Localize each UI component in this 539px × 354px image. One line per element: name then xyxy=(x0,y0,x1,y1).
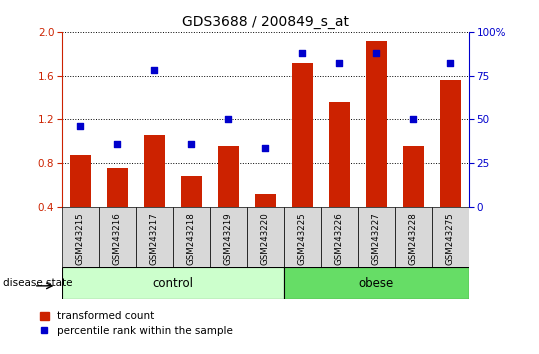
Point xyxy=(150,68,159,73)
Text: GSM243220: GSM243220 xyxy=(261,212,270,265)
Text: GSM243228: GSM243228 xyxy=(409,212,418,265)
Bar xyxy=(329,102,350,207)
Text: GSM243219: GSM243219 xyxy=(224,212,233,264)
Text: GSM243226: GSM243226 xyxy=(335,212,344,265)
Bar xyxy=(218,146,239,207)
Point xyxy=(187,141,196,147)
Bar xyxy=(247,207,284,267)
Text: obese: obese xyxy=(359,277,394,290)
Bar xyxy=(284,267,469,299)
Bar xyxy=(358,207,395,267)
Bar xyxy=(107,168,128,207)
Bar xyxy=(210,207,247,267)
Bar xyxy=(136,207,173,267)
Point xyxy=(224,117,233,122)
Point xyxy=(298,50,307,56)
Point xyxy=(113,141,122,147)
Text: control: control xyxy=(153,277,194,290)
Text: GSM243225: GSM243225 xyxy=(298,212,307,265)
Bar xyxy=(284,207,321,267)
Text: GSM243217: GSM243217 xyxy=(150,212,159,265)
Point xyxy=(335,61,344,66)
Bar xyxy=(432,207,469,267)
Bar xyxy=(440,80,461,207)
Bar xyxy=(395,207,432,267)
Title: GDS3688 / 200849_s_at: GDS3688 / 200849_s_at xyxy=(182,16,349,29)
Text: GSM243215: GSM243215 xyxy=(76,212,85,265)
Bar xyxy=(62,267,284,299)
Bar xyxy=(144,135,164,207)
Bar xyxy=(70,154,91,207)
Bar xyxy=(321,207,358,267)
Point xyxy=(372,50,381,56)
Bar xyxy=(255,194,275,207)
Point xyxy=(446,61,455,66)
Legend: transformed count, percentile rank within the sample: transformed count, percentile rank withi… xyxy=(40,312,233,336)
Bar xyxy=(367,41,386,207)
Text: GSM243218: GSM243218 xyxy=(187,212,196,265)
Bar xyxy=(62,207,99,267)
Bar xyxy=(99,207,136,267)
Point xyxy=(409,117,418,122)
Bar xyxy=(181,176,202,207)
Bar xyxy=(403,146,424,207)
Text: GSM243227: GSM243227 xyxy=(372,212,381,265)
Point xyxy=(261,145,270,150)
Text: GSM243275: GSM243275 xyxy=(446,212,455,265)
Bar xyxy=(173,207,210,267)
Point xyxy=(76,124,85,129)
Text: GSM243216: GSM243216 xyxy=(113,212,122,265)
Text: disease state: disease state xyxy=(3,278,72,288)
Bar xyxy=(292,63,313,207)
